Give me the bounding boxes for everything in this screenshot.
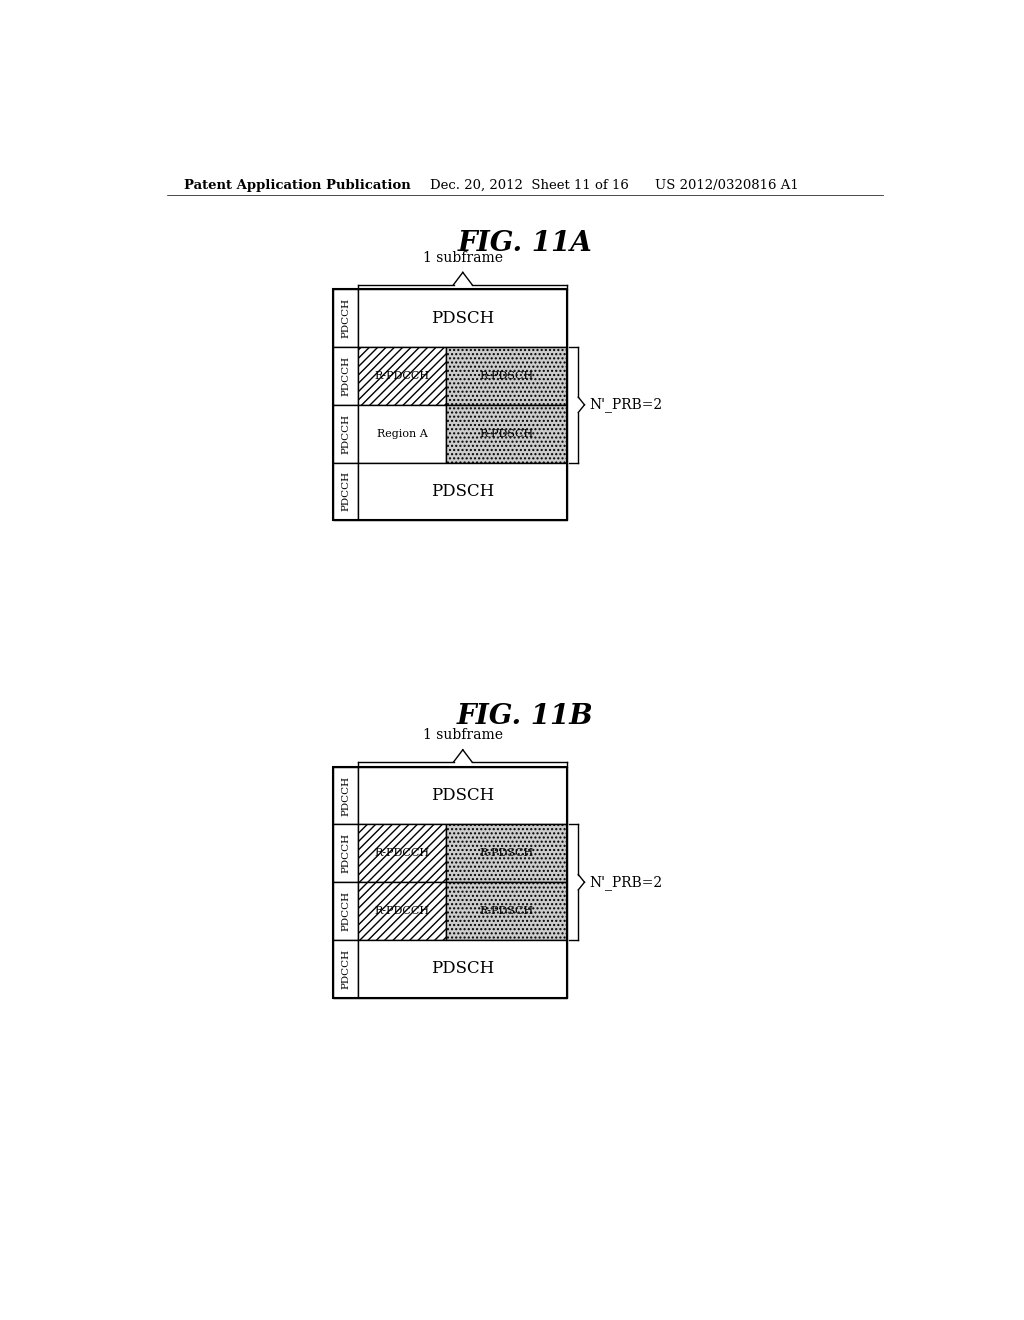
Bar <box>446 825 567 882</box>
Bar <box>334 289 567 520</box>
Bar <box>334 940 358 998</box>
Bar <box>334 767 567 998</box>
Text: PDCCH: PDCCH <box>341 298 350 338</box>
Bar <box>334 462 358 520</box>
Text: PDCCH: PDCCH <box>341 891 350 931</box>
Text: R-PDSCH: R-PDSCH <box>479 906 534 916</box>
Bar <box>334 289 358 347</box>
Bar <box>446 882 567 940</box>
Text: FIG. 11A: FIG. 11A <box>458 230 592 256</box>
Text: FIG. 11B: FIG. 11B <box>457 704 593 730</box>
Bar <box>446 405 567 462</box>
Bar <box>446 347 567 405</box>
Text: PDSCH: PDSCH <box>431 961 495 977</box>
Text: 1 subframe: 1 subframe <box>423 729 503 742</box>
Text: Region A: Region A <box>377 429 427 438</box>
Text: PDCCH: PDCCH <box>341 471 350 511</box>
Bar <box>358 825 446 882</box>
Text: PDCCH: PDCCH <box>341 776 350 816</box>
Text: PDSCH: PDSCH <box>431 483 495 500</box>
Bar <box>358 767 567 825</box>
Bar <box>334 882 358 940</box>
Text: 1 subframe: 1 subframe <box>423 251 503 264</box>
Bar <box>334 767 358 825</box>
Bar <box>358 405 446 462</box>
Text: PDCCH: PDCCH <box>341 949 350 989</box>
Text: PDCCH: PDCCH <box>341 356 350 396</box>
Text: R-PDSCH: R-PDSCH <box>479 429 534 438</box>
Text: R-PDCCH: R-PDCCH <box>375 849 430 858</box>
Bar <box>334 347 358 405</box>
Text: PDSCH: PDSCH <box>431 310 495 326</box>
Text: R-PDCCH: R-PDCCH <box>375 371 430 381</box>
Text: N'_PRB=2: N'_PRB=2 <box>589 397 663 412</box>
Text: Patent Application Publication: Patent Application Publication <box>183 178 411 191</box>
Text: R-PDSCH: R-PDSCH <box>479 849 534 858</box>
Bar <box>358 347 446 405</box>
Bar <box>334 405 358 462</box>
Bar <box>358 462 567 520</box>
Text: US 2012/0320816 A1: US 2012/0320816 A1 <box>655 178 799 191</box>
Bar <box>358 882 446 940</box>
Text: Dec. 20, 2012  Sheet 11 of 16: Dec. 20, 2012 Sheet 11 of 16 <box>430 178 629 191</box>
Bar <box>334 825 358 882</box>
Text: N'_PRB=2: N'_PRB=2 <box>589 875 663 890</box>
Bar <box>358 289 567 347</box>
Text: R-PDSCH: R-PDSCH <box>479 371 534 381</box>
Text: PDSCH: PDSCH <box>431 787 495 804</box>
Text: R-PDCCH: R-PDCCH <box>375 906 430 916</box>
Text: PDCCH: PDCCH <box>341 413 350 454</box>
Text: PDCCH: PDCCH <box>341 833 350 874</box>
Bar <box>358 940 567 998</box>
